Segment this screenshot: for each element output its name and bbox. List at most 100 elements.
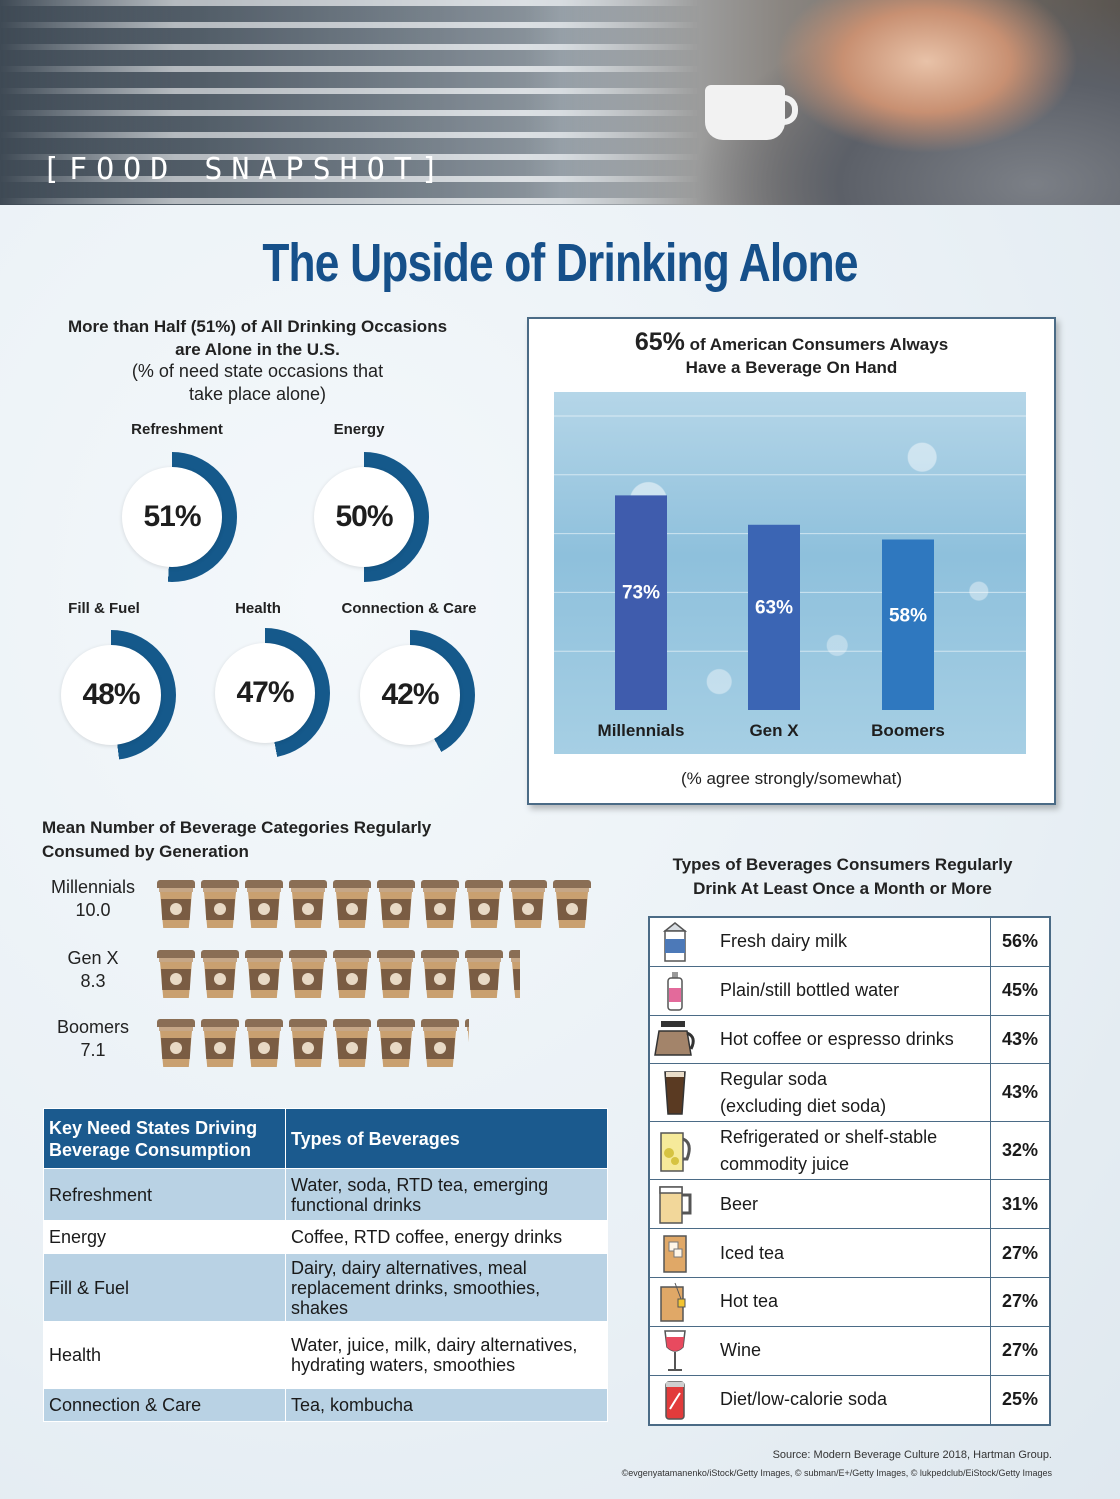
coffee-cup-icon [245,950,283,998]
bar-gen-x [748,524,800,710]
beverage-line1: Diet/low-calorie soda [720,1389,888,1410]
need-states-table: Key Need States Driving Beverage Consump… [43,1108,608,1422]
bar-title-line2: Have a Beverage On Hand [685,358,898,377]
mug-handle [772,95,798,125]
bar-category-label: Boomers [871,721,945,740]
header-photo: [FOOD SNAPSHOT] [0,0,1120,205]
types-heading-line1: Types of Beverages Consumers Regularly [672,855,1013,874]
coffee-cup-icon [201,950,239,998]
beverage-line1: Fresh dairy milk [720,931,848,952]
bar-category-label: Millennials [598,721,685,740]
cups-row-boomers-label: Boomers 7.1 [38,1016,148,1062]
donut-value-refreshment: 51% [122,467,222,567]
coffee-cup-icon [377,1019,415,1067]
coffee-pot-icon [650,1016,700,1064]
beverage-line2: commodity juice [720,1153,850,1174]
table-row: Plain/still bottled water 45% [650,966,1049,1016]
beverage-pct: 27% [1001,1242,1039,1263]
beverage-pct: 43% [1001,1082,1039,1103]
milk-carton-icon [650,918,700,966]
gen-name: Gen X [67,948,119,968]
bar-chart-panel: 65% of American Consumers Always Have a … [527,317,1056,805]
bar-value-label: 63% [755,598,793,619]
need-state: Connection & Care [43,1388,286,1422]
donut-energy: 50% [299,452,429,582]
table-row: Hot coffee or espresso drinks 43% [650,1015,1049,1065]
beverage-pct: 56% [1001,931,1039,952]
coffee-cup-icon [465,880,503,928]
coffee-cup-icon [465,950,503,998]
beverage-name: Refrigerated or shelf-stable commodity ju… [700,1122,991,1180]
beverage-pct: 27% [1001,1291,1039,1312]
soda-glass-icon [650,1064,700,1121]
cups-row-millennials-label: Millennials 10.0 [38,876,148,922]
beverage-line1: Beer [720,1193,759,1214]
table-row: Refrigerated or shelf-stable commodity ju… [650,1122,1049,1181]
cups-row-boomers [157,1019,469,1067]
donut-label-energy: Energy [333,421,385,438]
table-row: Beer 31% [650,1180,1049,1230]
coffee-cup-icon [245,880,283,928]
donut-value-health: 47% [215,643,315,743]
beverage-types-table: Fresh dairy milk 56% Plain/still bottled… [648,916,1051,1427]
table-row: Fill & Fuel Dairy, dairy alternatives, m… [43,1253,608,1322]
bar-chart-footnote: (% agree strongly/somewhat) [680,769,903,788]
hot-tea-icon [650,1278,700,1326]
gen-name: Millennials [50,877,136,897]
table-row: Energy Coffee, RTD coffee, energy drinks [43,1220,608,1254]
beverage-line1: Hot tea [720,1291,779,1312]
beverage-line1: Wine [720,1340,762,1361]
beverage-name: Diet/low-calorie soda [700,1375,991,1425]
beer-mug-icon [650,1180,700,1228]
donut-value-fill-fuel: 48% [61,645,161,745]
donut-subheading: (% of need state occasions that take pla… [20,360,495,406]
beverage-pct: 27% [1001,1340,1039,1361]
beverage-pct: 32% [1001,1140,1039,1161]
beverage-types: Water, juice, milk, dairy alternatives, … [285,1321,608,1389]
coffee-cup-icon [201,1019,239,1067]
bar-boomers [882,539,934,710]
gen-name: Boomers [56,1017,130,1037]
donut-sub-line2: take place alone) [188,384,327,404]
coffee-cup-icon [421,1019,459,1067]
table-row: Refreshment Water, soda, RTD tea, emergi… [43,1168,608,1221]
beverage-name: Wine [700,1326,991,1375]
beverage-pct: 45% [1001,980,1039,1001]
coffee-cup-icon [289,950,327,998]
window-blinds [0,0,700,205]
gen-value: 7.1 [80,1040,106,1060]
donut-sub-line1: (% of need state occasions that [131,361,384,381]
bar-value-label: 73% [622,582,660,603]
bar-value-label: 58% [889,605,927,626]
table-row: Connection & Care Tea, kombucha [43,1388,608,1422]
bar-category-label: Gen X [749,721,799,740]
beverage-line1: Plain/still bottled water [720,980,900,1001]
bar-millennials [615,495,667,710]
cups-row-genx [157,950,520,998]
beverage-name: Fresh dairy milk [700,918,991,966]
image-credits: ©evgenyatamanenko/iStock/Getty Images, ©… [621,1468,1052,1478]
coffee-cup-icon [245,1019,283,1067]
white-mug [705,85,785,140]
coffee-cup-icon [377,950,415,998]
coffee-cup-icon [465,1019,469,1067]
beverage-line1: Refrigerated or shelf-stable [720,1126,938,1147]
donut-label-refreshment: Refreshment [131,421,223,438]
coffee-cup-icon [289,1019,327,1067]
donut-refreshment: 51% [107,452,237,582]
donut-connection-care: 42% [345,630,475,760]
beverage-types: Coffee, RTD coffee, energy drinks [285,1220,608,1254]
beverage-name: Hot tea [700,1277,991,1326]
juice-pitcher-icon [650,1122,700,1179]
table-row: Health Water, juice, milk, dairy alterna… [43,1321,608,1389]
cups-heading-line2: Consumed by Generation [42,842,249,861]
beverage-line1: Regular soda [720,1068,828,1089]
wine-glass-icon [650,1327,700,1375]
donut-value-energy: 50% [314,467,414,567]
table-row: Hot tea 27% [650,1277,1049,1327]
coffee-cup-icon [157,950,195,998]
beverage-types: Dairy, dairy alternatives, meal replacem… [285,1253,608,1322]
table-row: Fresh dairy milk 56% [650,918,1049,967]
beverage-name: Beer [700,1180,991,1229]
table-row: Diet/low-calorie soda 25% [650,1375,1049,1425]
